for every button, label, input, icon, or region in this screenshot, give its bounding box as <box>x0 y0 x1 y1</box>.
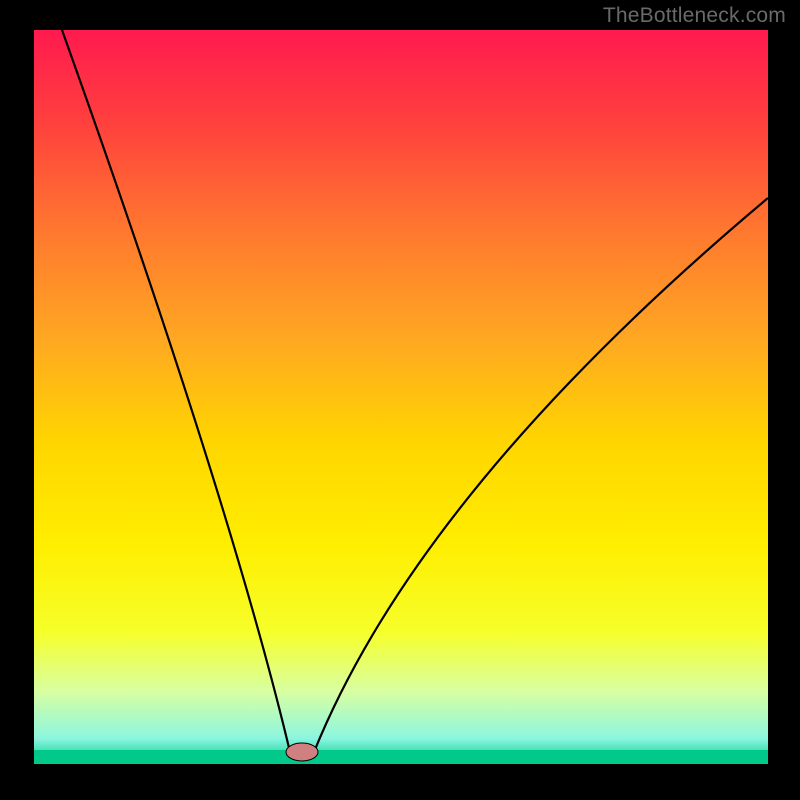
gradient-background <box>34 30 768 764</box>
bottleneck-marker <box>286 743 318 761</box>
bottom-green-bar <box>34 750 768 764</box>
bottleneck-chart <box>0 0 800 800</box>
watermark-text: TheBottleneck.com <box>603 4 786 28</box>
